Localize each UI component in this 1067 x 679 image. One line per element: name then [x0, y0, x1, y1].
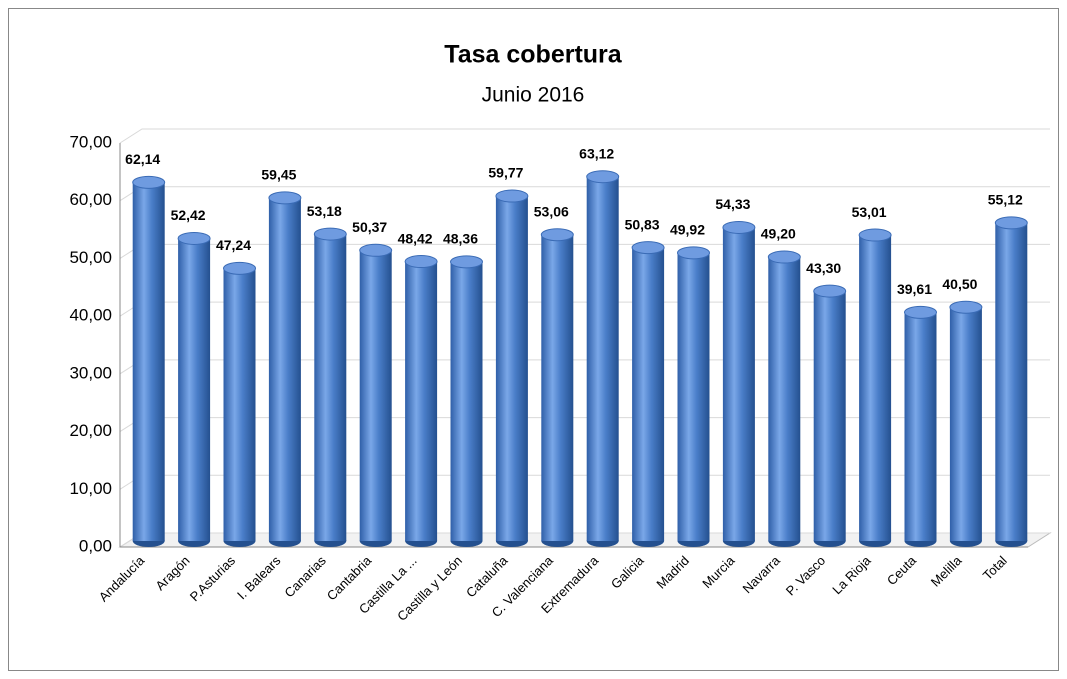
bar-top — [313, 227, 347, 241]
value-label: 39,61 — [897, 281, 932, 297]
y-tick-label: 40,00 — [69, 306, 112, 325]
bar — [405, 261, 438, 541]
value-label: 62,14 — [125, 151, 160, 167]
bar — [586, 176, 619, 541]
bar — [995, 222, 1028, 542]
value-label: 48,36 — [443, 231, 478, 247]
y-tick-label: 50,00 — [69, 248, 112, 267]
bar — [722, 227, 755, 541]
bar-top — [177, 231, 211, 245]
bar — [178, 238, 211, 541]
bar — [949, 307, 982, 541]
y-tick-label: 0,00 — [79, 536, 112, 555]
bar-top — [994, 216, 1028, 230]
chart-subtitle: Junio 2016 — [482, 84, 585, 107]
value-label: 53,18 — [307, 203, 342, 219]
bar-top — [904, 305, 937, 319]
value-label: 50,83 — [625, 216, 660, 232]
bar-top — [722, 220, 756, 234]
bar — [904, 312, 937, 541]
bar — [677, 252, 710, 541]
y-tick-label: 60,00 — [69, 190, 112, 209]
value-label: 43,30 — [806, 260, 841, 276]
bar — [813, 291, 846, 541]
bar-top — [404, 255, 438, 269]
value-label: 50,37 — [352, 219, 387, 235]
bar — [450, 261, 483, 541]
value-label: 53,06 — [534, 203, 569, 219]
bar — [632, 247, 665, 541]
value-label: 54,33 — [715, 196, 750, 212]
bar — [495, 196, 528, 541]
value-label: 59,45 — [261, 167, 296, 183]
bar-top — [813, 284, 847, 298]
bar — [768, 257, 801, 541]
value-label: 63,12 — [579, 145, 614, 161]
value-label: 48,42 — [398, 230, 433, 246]
bar — [132, 182, 165, 541]
y-tick-label: 30,00 — [69, 363, 112, 382]
bar-top — [677, 246, 710, 260]
bar-top — [450, 255, 483, 269]
value-label: 49,20 — [761, 226, 796, 242]
bar-top — [268, 191, 302, 205]
bar — [223, 268, 256, 541]
value-label: 59,77 — [488, 165, 523, 181]
bar-top — [495, 189, 529, 203]
value-label: 52,42 — [171, 207, 206, 223]
chart-title: Tasa cobertura — [444, 41, 622, 69]
bar — [541, 234, 574, 541]
y-tick-label: 70,00 — [69, 132, 112, 151]
bar — [268, 197, 301, 542]
bar — [359, 250, 392, 541]
bar-top — [586, 170, 620, 184]
bar-top — [631, 241, 665, 255]
y-tick-label: 10,00 — [69, 479, 112, 498]
bar-top — [858, 228, 892, 242]
bar — [859, 235, 892, 541]
y-tick-label: 20,00 — [69, 421, 112, 440]
bar-top — [540, 228, 574, 242]
value-label: 55,12 — [988, 192, 1023, 208]
bar-top — [767, 250, 801, 264]
bar-top — [132, 175, 166, 189]
value-label: 40,50 — [942, 276, 977, 292]
bar-top — [359, 243, 393, 257]
bar — [314, 234, 347, 541]
grid-line — [119, 128, 1050, 144]
bar-top — [949, 300, 983, 314]
value-label: 47,24 — [216, 237, 251, 253]
value-label: 49,92 — [670, 222, 705, 238]
bar-top — [223, 261, 256, 275]
value-label: 53,01 — [852, 204, 887, 220]
